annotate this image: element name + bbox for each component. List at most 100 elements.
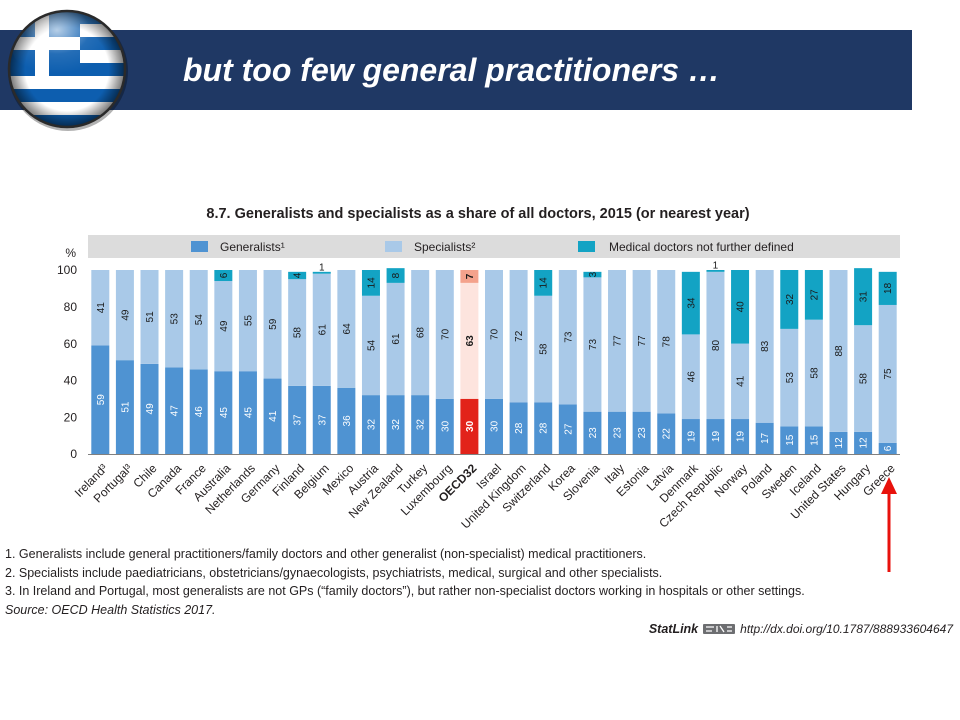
- x-axis: Ireland³Portugal³ChileCanadaFranceAustra…: [72, 460, 898, 531]
- data-label-specialists: 51: [145, 311, 156, 323]
- bar-stack-turkey: 32 68: [411, 270, 430, 454]
- bar-stack-australia: 45 49 6: [214, 270, 233, 454]
- bar-stack-switzerland: 28 58 14: [534, 270, 553, 454]
- bar-segment-not-further-defined: [804, 270, 823, 320]
- bar-segment-specialists: [878, 304, 897, 443]
- data-label-not-further-defined: 27: [809, 289, 820, 301]
- data-label-not-further-defined: 14: [366, 277, 377, 289]
- data-label-generalists: 45: [243, 407, 254, 419]
- data-label-specialists: 75: [883, 368, 894, 380]
- data-label-generalists: 49: [145, 403, 156, 415]
- bar-segment-specialists: [731, 343, 750, 420]
- bar-segment-not-further-defined: [312, 271, 331, 274]
- bar-segment-specialists: [91, 270, 110, 346]
- bar-segment-not-further-defined: [854, 268, 873, 326]
- data-label-specialists: 58: [293, 327, 304, 339]
- bar-segment-not-further-defined: [780, 270, 799, 329]
- data-label-specialists: 58: [809, 367, 820, 379]
- bar-stack-chile: 49 51: [140, 270, 159, 454]
- bar-segment-specialists: [829, 270, 848, 432]
- bar-segment-generalists: [411, 395, 430, 454]
- footnote-2: 2. Specialists include paediatricians, o…: [5, 565, 663, 580]
- bar-segment-not-further-defined: [878, 271, 897, 305]
- data-label-not-further-defined: 1: [319, 262, 325, 273]
- bar-segment-generalists: [214, 371, 233, 454]
- data-label-specialists: 53: [785, 372, 796, 384]
- data-label-not-further-defined: 31: [859, 291, 870, 303]
- data-label-not-further-defined: 8: [391, 272, 402, 278]
- bar-segment-generalists: [706, 419, 725, 454]
- data-label-not-further-defined: 4: [293, 272, 304, 278]
- data-label-specialists: 77: [613, 335, 624, 347]
- bar-stack-luxembourg: 30 70: [435, 270, 454, 454]
- data-label-specialists: 58: [859, 373, 870, 385]
- data-label-not-further-defined: 14: [539, 277, 550, 289]
- bar-segment-generalists: [288, 385, 307, 454]
- bar-segment-specialists: [681, 334, 700, 420]
- y-axis: 0 20 40 60 80 100: [57, 263, 77, 461]
- footnote-3: 3. In Ireland and Portugal, most general…: [5, 584, 805, 598]
- data-label-specialists: 53: [170, 313, 181, 325]
- bar-segment-generalists: [386, 395, 405, 454]
- bar-segment-specialists: [189, 270, 208, 370]
- data-label-generalists: 59: [96, 394, 107, 406]
- bar-segment-not-further-defined: [583, 271, 602, 278]
- bar-segment-specialists: [263, 270, 282, 379]
- bar-segment-specialists: [608, 270, 627, 412]
- flag-rim: [7, 9, 127, 129]
- bar-segment-not-further-defined: [386, 268, 405, 283]
- bar-segment-specialists: [755, 270, 774, 423]
- bar-segment-generalists: [165, 367, 184, 454]
- y-tick-label: 20: [64, 410, 78, 424]
- bar-stack-oecd32: 30 63 7: [460, 270, 479, 454]
- data-label-not-further-defined: 32: [785, 293, 796, 305]
- bar-stack-germany: 41 59: [263, 270, 282, 454]
- bar-segment-generalists: [608, 411, 627, 454]
- data-label-generalists: 32: [416, 419, 427, 431]
- bar-segment-generalists: [509, 402, 528, 454]
- data-label-generalists: 6: [883, 445, 894, 451]
- legend: Generalists¹ Specialists² Medical doctor…: [191, 240, 794, 254]
- bar-segment-not-further-defined: [706, 270, 725, 272]
- data-label-specialists: 70: [490, 328, 501, 340]
- bar-stack-estonia: 23 77: [632, 270, 651, 454]
- bar-segment-specialists: [288, 279, 307, 386]
- data-label-not-further-defined: 3: [588, 271, 599, 277]
- data-label-generalists: 23: [588, 427, 599, 439]
- statlink-url[interactable]: http://dx.doi.org/10.1787/888933604647: [740, 622, 953, 636]
- bar-stack-slovenia: 23 73 3: [583, 271, 602, 454]
- bar-segment-specialists: [804, 319, 823, 427]
- bar-segment-specialists: [558, 270, 577, 405]
- data-label-specialists: 68: [416, 327, 427, 339]
- data-label-specialists: 54: [366, 339, 377, 351]
- bar-segment-specialists: [460, 282, 479, 399]
- data-label-generalists: 30: [490, 420, 501, 432]
- data-label-specialists: 72: [514, 330, 525, 342]
- data-label-generalists: 32: [366, 419, 377, 431]
- data-label-not-further-defined: 7: [465, 273, 476, 279]
- data-label-generalists: 30: [465, 420, 476, 432]
- bar-segment-generalists: [755, 422, 774, 454]
- bar-segment-specialists: [435, 270, 454, 399]
- data-label-generalists: 37: [317, 414, 328, 426]
- bar-segment-generalists: [140, 363, 159, 454]
- data-label-generalists: 12: [859, 437, 870, 449]
- bar-stack-canada: 47 53: [165, 270, 184, 454]
- bar-segment-specialists: [780, 328, 799, 427]
- data-label-specialists: 55: [243, 315, 254, 327]
- data-label-generalists: 19: [711, 431, 722, 443]
- data-label-generalists: 46: [194, 406, 205, 418]
- arrow-head: [881, 477, 897, 494]
- bar-stack-belgium: 37 61 1: [312, 262, 331, 454]
- flag-body: [9, 11, 125, 127]
- slide-title: but too few general practitioners …: [183, 52, 720, 88]
- data-label-generalists: 12: [834, 437, 845, 449]
- bar-stack-israel: 30 70: [485, 270, 503, 454]
- data-label-specialists: 83: [760, 340, 771, 352]
- bar-segment-specialists: [140, 270, 159, 364]
- bar-segment-specialists: [115, 270, 134, 361]
- legend-label-not-further-defined: Medical doctors not further defined: [609, 240, 794, 254]
- bar-segment-generalists: [115, 360, 134, 454]
- data-label-generalists: 23: [613, 427, 624, 439]
